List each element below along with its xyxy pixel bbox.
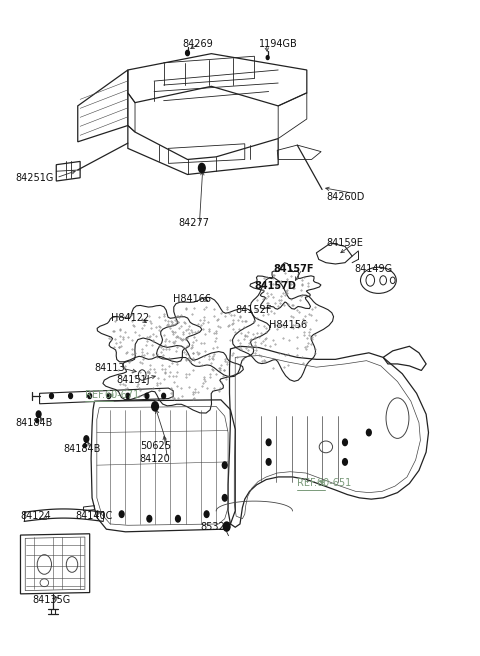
Text: 84277: 84277 <box>178 218 209 228</box>
Circle shape <box>266 459 271 465</box>
Text: 84152F: 84152F <box>235 304 272 315</box>
Text: 84149G: 84149G <box>355 264 393 274</box>
Circle shape <box>266 439 271 445</box>
Circle shape <box>366 429 371 436</box>
Text: H84166: H84166 <box>173 294 211 304</box>
Text: 84120: 84120 <box>140 454 170 464</box>
Text: REF.60-671: REF.60-671 <box>85 390 139 400</box>
Circle shape <box>36 419 38 422</box>
Text: 84251G: 84251G <box>16 173 54 183</box>
Circle shape <box>69 394 72 399</box>
Circle shape <box>36 411 41 417</box>
Circle shape <box>222 462 227 468</box>
Text: H84122: H84122 <box>111 313 149 323</box>
Text: 84157D: 84157D <box>254 281 296 291</box>
Circle shape <box>147 516 152 522</box>
Text: 84159E: 84159E <box>326 238 363 248</box>
Text: 84260D: 84260D <box>326 192 364 202</box>
Text: REF.60-651: REF.60-651 <box>297 478 351 489</box>
Circle shape <box>222 495 227 501</box>
Circle shape <box>152 402 158 411</box>
Text: 84184B: 84184B <box>16 418 53 428</box>
Circle shape <box>199 163 205 173</box>
Circle shape <box>84 443 86 447</box>
Circle shape <box>223 522 230 531</box>
Circle shape <box>343 439 348 445</box>
Circle shape <box>107 394 111 399</box>
Text: 84151J: 84151J <box>116 375 150 385</box>
Circle shape <box>204 511 209 518</box>
Circle shape <box>119 511 124 518</box>
Circle shape <box>84 436 89 442</box>
Circle shape <box>88 394 92 399</box>
Circle shape <box>186 51 190 56</box>
Text: 84157F: 84157F <box>274 264 314 274</box>
Text: H84156: H84156 <box>269 319 307 330</box>
Circle shape <box>145 394 149 399</box>
Text: 50625: 50625 <box>140 441 171 451</box>
Circle shape <box>126 394 130 399</box>
Circle shape <box>162 394 166 399</box>
Text: 84184B: 84184B <box>63 444 101 454</box>
Text: 84135G: 84135G <box>33 596 71 605</box>
Circle shape <box>176 516 180 522</box>
Circle shape <box>266 56 269 60</box>
Text: 84113: 84113 <box>95 363 125 373</box>
Text: 84140C: 84140C <box>75 511 113 521</box>
Text: 85325: 85325 <box>201 522 232 531</box>
Circle shape <box>343 459 348 465</box>
Text: 84124: 84124 <box>21 511 51 521</box>
Text: 1194GB: 1194GB <box>259 39 298 49</box>
Text: 84269: 84269 <box>183 39 214 49</box>
Circle shape <box>49 394 53 399</box>
